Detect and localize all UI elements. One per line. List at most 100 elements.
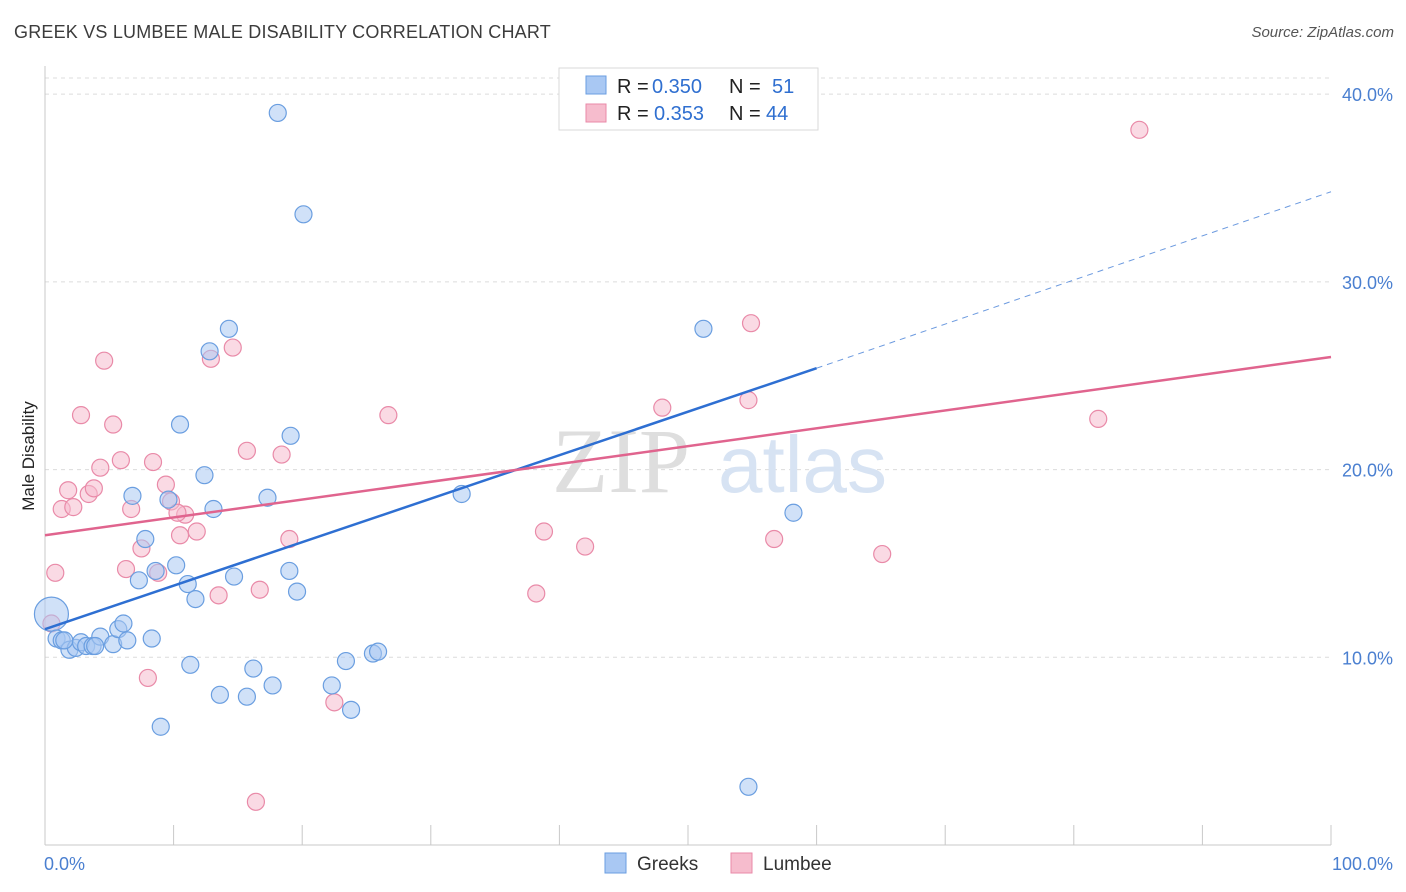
legend-r-value-greeks: 0.350 (652, 76, 702, 98)
lumbee-point-8 (91, 458, 110, 477)
lumbee-point-29 (272, 445, 291, 464)
greeks-point-29 (219, 319, 238, 338)
greeks-point-28 (210, 685, 229, 704)
greeks-point-25 (195, 466, 214, 485)
bottom-legend-lumbee: Lumbee (763, 854, 832, 875)
greeks-point-45 (694, 319, 713, 338)
axes (44, 66, 1332, 846)
lumbee-point-27 (246, 792, 266, 811)
lumbee-point-42 (1130, 120, 1149, 139)
bottom-legend-greeks: Greeks (637, 854, 698, 875)
greeks-point-12 (118, 631, 137, 650)
legend-swatch-lumbee (585, 103, 607, 123)
lumbee-point-4 (64, 498, 83, 517)
legend-n-value-greeks: 51 (772, 76, 794, 98)
greeks-point-14 (129, 571, 148, 590)
lumbee-point-12 (116, 559, 136, 579)
lumbee-point-11 (111, 451, 130, 470)
bottom-legend-swatch-greeks (604, 852, 627, 874)
lumbee-point-33 (527, 584, 546, 603)
lumbee-point-3 (59, 481, 78, 500)
trendlines (44, 191, 1332, 631)
greeks-point-21 (170, 415, 190, 434)
greeks-trendline (44, 367, 818, 631)
greeks-point-48 (294, 205, 313, 224)
greeks-point-11 (114, 614, 133, 633)
greeks-point-34 (263, 676, 282, 695)
greeks-point-16 (142, 629, 161, 648)
legend-swatch-greeks (585, 75, 607, 95)
lumbee-point-35 (576, 537, 595, 556)
y-tick-label-20: 20.0% (1342, 461, 1393, 481)
lumbee-point-18 (156, 475, 175, 494)
greeks-point-50 (86, 636, 105, 656)
greeks-point-15 (136, 529, 155, 549)
greeks-point-38 (287, 582, 307, 601)
lumbee-point-40 (873, 544, 892, 564)
legend-n-value-lumbee: 44 (766, 103, 788, 125)
lumbee-point-7 (84, 479, 103, 498)
greeks-point-39 (322, 676, 341, 695)
y-tick-label-40: 40.0% (1342, 85, 1393, 105)
lumbee-point-41 (1089, 409, 1108, 428)
lumbee-point-22 (187, 522, 206, 541)
bottom-legend: Greeks Lumbee (604, 852, 832, 875)
legend-n-label-lumbee: N = (729, 103, 761, 125)
greeks-point-46 (739, 777, 758, 796)
legend-r-value-lumbee: 0.353 (654, 103, 704, 125)
greeks-point-33 (258, 488, 277, 507)
lumbee-point-24 (209, 586, 228, 605)
tick-labels: 10.0% 20.0% 30.0% 40.0% 0.0% 100.0% (44, 85, 1393, 874)
x-tick-label-0: 0.0% (44, 854, 85, 874)
greeks-point-47 (784, 503, 803, 522)
greeks-point-31 (237, 687, 257, 706)
greeks-point-26 (200, 342, 219, 361)
greeks-point-32 (244, 659, 263, 678)
y-tick-label-30: 30.0% (1342, 273, 1393, 293)
chart-title: GREEK VS LUMBEE MALE DISABILITY CORRELAT… (14, 22, 551, 42)
legend-box: R = 0.350 N = 51 R = 0.353 N = 44 (558, 67, 819, 131)
legend-n-label-greeks: N = (729, 76, 761, 98)
lumbee-point-36 (653, 398, 672, 417)
lumbee-point-5 (71, 406, 91, 425)
lumbee-point-25 (223, 338, 242, 357)
greeks-point-20 (167, 556, 186, 575)
lumbee-point-28 (250, 580, 269, 599)
lumbee-point-20 (170, 526, 190, 545)
lumbee-point-9 (95, 351, 114, 370)
lumbee-point-38 (741, 314, 761, 333)
lumbee-point-16 (143, 452, 163, 472)
greeks-point-36 (281, 426, 300, 445)
greeks-point-19 (159, 490, 178, 509)
lumbee-point-32 (379, 406, 398, 425)
lumbee-point-31 (325, 693, 344, 712)
lumbee-point-34 (534, 522, 554, 541)
greeks-trendline-extension (816, 191, 1332, 369)
greeks-points (33, 103, 803, 796)
greeks-point-37 (280, 561, 299, 581)
greeks-point-49 (55, 631, 74, 650)
lumbee-point-26 (237, 441, 257, 460)
watermark-atlas: atlas (718, 420, 887, 509)
greeks-point-24 (186, 589, 205, 609)
greeks-point-27 (204, 499, 223, 519)
greeks-point-43 (368, 642, 388, 661)
x-tick-label-100: 100.0% (1332, 854, 1393, 874)
y-tick-label-10: 10.0% (1342, 648, 1393, 668)
greeks-point-40 (336, 651, 356, 671)
legend-r-label-greeks: R = (617, 76, 649, 98)
lumbee-trendline (44, 355, 1332, 537)
legend-r-label-lumbee: R = (617, 103, 649, 125)
greeks-point-23 (181, 655, 200, 674)
greeks-point-35 (268, 103, 287, 123)
bottom-legend-swatch-lumbee (730, 852, 753, 874)
lumbee-point-39 (765, 529, 784, 549)
greeks-point-13 (123, 486, 142, 505)
greeks-point-17 (146, 561, 165, 581)
y-axis-label: Male Disability (19, 401, 38, 511)
lumbee-point-10 (104, 415, 123, 434)
source-credit: Source: ZipAtlas.com (1251, 24, 1394, 41)
lumbee-points (42, 120, 1149, 811)
lumbee-point-1 (46, 563, 65, 582)
